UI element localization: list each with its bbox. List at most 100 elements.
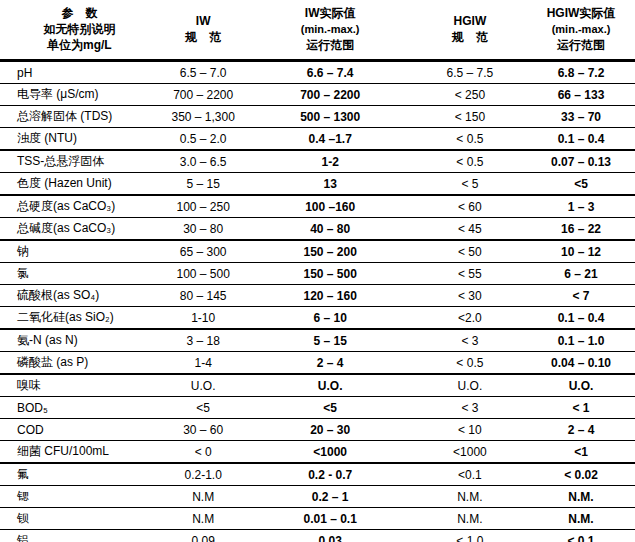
param-cell: 氟 (0, 463, 159, 486)
hgiw-spec-cell: N.M. (413, 486, 527, 508)
header-iw-actual-minmax: (min.-max.) (248, 21, 413, 37)
table-row: 嗅味U.O.U.O.U.O.U.O. (0, 374, 635, 397)
hgiw-spec-cell: <0.1 (413, 463, 527, 486)
table-row: pH6.5 – 7.06.6 – 7.46.5 – 7.56.8 – 7.2 (0, 61, 635, 84)
iw-actual-cell: 120 – 160 (248, 285, 413, 307)
table-body: pH6.5 – 7.06.6 – 7.46.5 – 7.56.8 – 7.2电导… (0, 61, 635, 542)
hgiw-spec-cell: < 0.5 (413, 352, 527, 375)
iw-actual-cell: 0.03 (248, 530, 413, 542)
iw-spec-cell: 30 – 60 (159, 419, 248, 441)
param-cell: 浊度 (NTU) (0, 128, 159, 151)
param-cell: pH (0, 61, 159, 84)
table-row: 磷酸盐 (as P)1-42 – 4< 0.50.04 – 0.10 (0, 352, 635, 375)
iw-spec-cell: 700 – 2200 (159, 84, 248, 106)
table-row: 钡N.M0.01 – 0.1N.M.N.M. (0, 508, 635, 530)
iw-actual-cell: 0.2 - 0.7 (248, 463, 413, 486)
header-iw-spec-line1: IW (159, 13, 248, 29)
iw-actual-cell: 20 – 30 (248, 419, 413, 441)
hgiw-actual-cell: 0.07 – 0.13 (527, 150, 635, 173)
hgiw-actual-cell: < 7 (527, 285, 635, 307)
table-header: 参 数 如无特别说明 单位为mg/L IW 规 范 IW实际值 (min.-ma… (0, 0, 635, 61)
param-cell: 细菌 CFU/100mL (0, 441, 159, 464)
hgiw-spec-cell: U.O. (413, 374, 527, 397)
iw-actual-cell: 0.4 –1.7 (248, 128, 413, 151)
hgiw-actual-cell: N.M. (527, 486, 635, 508)
param-cell: 色度 (Hazen Unit) (0, 173, 159, 196)
iw-actual-cell: 6.6 – 7.4 (248, 61, 413, 84)
hgiw-actual-cell: < 0.02 (527, 463, 635, 486)
table-row: 细菌 CFU/100mL< 0<1000<1000<1 (0, 441, 635, 464)
hgiw-spec-cell: < 50 (413, 240, 527, 263)
hgiw-spec-cell: N.M. (413, 508, 527, 530)
hgiw-spec-cell: < 30 (413, 285, 527, 307)
table-row: 铝0.090.03< 1.0< 0.1 (0, 530, 635, 542)
table-row: 二氧化硅(as SiO₂)1-106 – 10<2.00.1 – 0.4 (0, 307, 635, 330)
iw-actual-cell: <1000 (248, 441, 413, 464)
hgiw-actual-cell: 2 – 4 (527, 419, 635, 441)
table-row: 氨-N (as N)3 – 185 – 15< 30.1 – 1.0 (0, 329, 635, 352)
iw-spec-cell: 3.0 – 6.5 (159, 150, 248, 173)
param-cell: BOD₅ (0, 397, 159, 419)
iw-spec-cell: 5 – 15 (159, 173, 248, 196)
table-row: 总硬度(as CaCO₃)100 – 250100 –160< 601 – 3 (0, 195, 635, 218)
hgiw-spec-cell: < 60 (413, 195, 527, 218)
hgiw-actual-cell: 1 – 3 (527, 195, 635, 218)
param-cell: 总溶解固体 (TDS) (0, 106, 159, 128)
header-iw-actual-range: 运行范围 (248, 37, 413, 53)
param-cell: 氯 (0, 263, 159, 285)
table-row: 钠65 – 300150 – 200< 5010 – 12 (0, 240, 635, 263)
header-parameter-unit: 单位为mg/L (0, 37, 159, 53)
hgiw-spec-cell: < 5 (413, 173, 527, 196)
hgiw-spec-cell: < 0.5 (413, 128, 527, 151)
hgiw-spec-cell: < 1.0 (413, 530, 527, 542)
hgiw-actual-cell: 16 – 22 (527, 218, 635, 241)
param-cell: 总碱度(as CaCO₃) (0, 218, 159, 241)
hgiw-spec-cell: 6.5 – 7.5 (413, 61, 527, 84)
header-hgiw-spec: HGIW 规 范 (413, 0, 527, 61)
iw-actual-cell: 40 – 80 (248, 218, 413, 241)
param-cell: 磷酸盐 (as P) (0, 352, 159, 375)
iw-actual-cell: 1-2 (248, 150, 413, 173)
hgiw-spec-cell: < 3 (413, 329, 527, 352)
table-row: 氟0.2-1.00.2 - 0.7<0.1< 0.02 (0, 463, 635, 486)
param-cell: 钠 (0, 240, 159, 263)
iw-spec-cell: 65 – 300 (159, 240, 248, 263)
header-hgiw-actual-range: 运行范围 (527, 37, 635, 53)
table-row: COD30 – 6020 – 30< 102 – 4 (0, 419, 635, 441)
iw-spec-cell: 100 – 250 (159, 195, 248, 218)
iw-actual-cell: 700 – 2200 (248, 84, 413, 106)
hgiw-actual-cell: <1 (527, 441, 635, 464)
iw-spec-cell: 80 – 145 (159, 285, 248, 307)
table-row: 硫酸根(as SO₄)80 – 145120 – 160< 30< 7 (0, 285, 635, 307)
header-parameter-title: 参 数 (0, 5, 159, 21)
iw-spec-cell: 0.5 – 2.0 (159, 128, 248, 151)
hgiw-actual-cell: 66 – 133 (527, 84, 635, 106)
hgiw-spec-cell: < 55 (413, 263, 527, 285)
hgiw-spec-cell: < 0.5 (413, 150, 527, 173)
iw-actual-cell: 100 –160 (248, 195, 413, 218)
hgiw-actual-cell: 0.04 – 0.10 (527, 352, 635, 375)
hgiw-spec-cell: < 150 (413, 106, 527, 128)
hgiw-actual-cell: 33 – 70 (527, 106, 635, 128)
iw-spec-cell: 0.2-1.0 (159, 463, 248, 486)
table-row: 浊度 (NTU)0.5 – 2.00.4 –1.7< 0.50.1 – 0.4 (0, 128, 635, 151)
param-cell: 硫酸根(as SO₄) (0, 285, 159, 307)
hgiw-actual-cell: U.O. (527, 374, 635, 397)
param-cell: 电导率 (μS/cm) (0, 84, 159, 106)
header-parameter: 参 数 如无特别说明 单位为mg/L (0, 0, 159, 61)
iw-spec-cell: 1-4 (159, 352, 248, 375)
iw-actual-cell: 150 – 500 (248, 263, 413, 285)
table-row: 总溶解固体 (TDS)350 – 1,300500 – 1300< 15033 … (0, 106, 635, 128)
water-quality-spec-table: 参 数 如无特别说明 单位为mg/L IW 规 范 IW实际值 (min.-ma… (0, 0, 635, 542)
iw-actual-cell: 6 – 10 (248, 307, 413, 330)
header-hgiw-actual: HGIW实际值 (min.-max.) 运行范围 (527, 0, 635, 61)
header-parameter-note: 如无特别说明 (0, 21, 159, 37)
iw-actual-cell: 2 – 4 (248, 352, 413, 375)
header-iw-actual-title: IW实际值 (248, 5, 413, 21)
header-hgiw-spec-line2: 规 范 (413, 29, 527, 45)
iw-spec-cell: 100 – 500 (159, 263, 248, 285)
iw-spec-cell: 1-10 (159, 307, 248, 330)
header-hgiw-actual-minmax: (min.-max.) (527, 21, 635, 37)
iw-spec-cell: 350 – 1,300 (159, 106, 248, 128)
table-row: TSS-总悬浮固体3.0 – 6.51-2< 0.50.07 – 0.13 (0, 150, 635, 173)
